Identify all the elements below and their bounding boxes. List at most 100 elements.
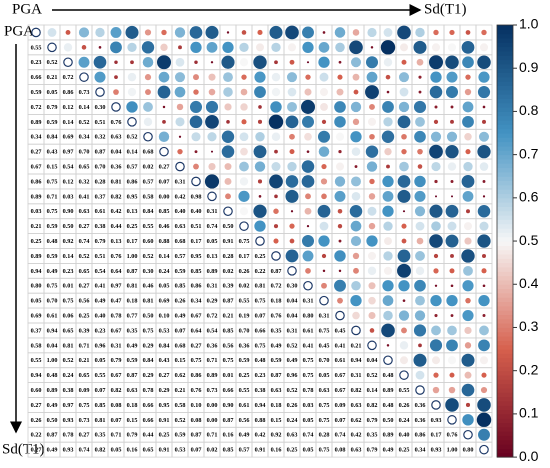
value-label: 0.36 — [111, 163, 122, 170]
corr-circle — [350, 235, 362, 247]
value-label: 0.81 — [95, 417, 106, 424]
value-label: 0.00 — [159, 193, 170, 200]
corr-circle — [477, 145, 491, 159]
value-label: 0.31 — [287, 327, 298, 334]
value-label: 0.90 — [63, 208, 74, 215]
corr-circle — [397, 115, 411, 129]
cell — [91, 84, 109, 100]
corr-circle — [462, 115, 474, 128]
colorbar-step — [497, 50, 513, 56]
corr-circle — [464, 342, 472, 349]
cell — [187, 173, 205, 190]
value-label: 0.93 — [63, 447, 74, 454]
corr-circle — [417, 148, 423, 155]
value-label: 0.85 — [95, 402, 106, 409]
corr-circle — [240, 88, 248, 96]
value-label: 0.61 — [303, 327, 314, 334]
corr-circle — [429, 234, 443, 248]
corr-circle — [255, 132, 265, 142]
value-label: 0.17 — [191, 238, 202, 245]
corr-circle — [239, 132, 249, 142]
value-label: 0.61 — [335, 357, 346, 364]
value-label: 0.82 — [351, 387, 362, 394]
value-label: 0.07 — [111, 417, 122, 424]
corr-circle — [445, 86, 459, 99]
value-label: 0.66 — [223, 387, 234, 394]
value-label: 0.49 — [175, 312, 186, 319]
value-label: 0.89 — [383, 387, 394, 394]
corr-circle — [211, 150, 213, 153]
corr-circle — [174, 72, 186, 83]
corr-circle — [401, 238, 407, 244]
value-label: 0.48 — [47, 372, 58, 379]
corr-circle — [349, 40, 363, 55]
corr-circle — [415, 251, 425, 261]
corr-circle — [463, 222, 473, 231]
value-label: 0.24 — [399, 417, 410, 424]
corr-circle — [226, 31, 230, 34]
cell — [75, 69, 93, 85]
value-label: 0.29 — [143, 342, 154, 349]
corr-circle — [366, 161, 378, 172]
corr-circle — [445, 204, 459, 218]
value-label: 0.14 — [367, 387, 378, 394]
cell — [299, 277, 317, 294]
value-label: 0.69 — [31, 312, 42, 319]
value-label: 0.78 — [63, 432, 74, 439]
value-label: 0.12 — [63, 104, 74, 111]
value-label: 0.79 — [47, 104, 58, 111]
value-label: 0.41 — [303, 342, 314, 349]
cell — [443, 411, 461, 428]
value-label: 0.00 — [207, 417, 218, 424]
corr-circle — [318, 42, 330, 53]
corr-circle — [481, 372, 487, 378]
corr-circle — [402, 210, 406, 213]
colorbar-step — [497, 171, 513, 177]
corr-circle — [289, 223, 295, 229]
corr-circle — [319, 221, 329, 231]
value-label: 0.04 — [287, 312, 298, 319]
colorbar-step — [497, 452, 513, 458]
colorbar-step — [497, 383, 513, 389]
colorbar-step — [497, 141, 513, 147]
cell — [315, 292, 333, 309]
corr-circle — [302, 26, 314, 39]
value-label: 0.49 — [383, 447, 394, 454]
corr-circle — [269, 25, 283, 39]
corr-circle — [451, 195, 453, 198]
value-label: 0.91 — [223, 238, 234, 245]
corr-circle — [274, 60, 278, 65]
corr-circle — [482, 253, 486, 258]
corr-circle — [435, 195, 437, 198]
value-label: 0.94 — [351, 357, 362, 364]
corr-circle — [464, 371, 472, 379]
value-label: 1.00 — [447, 447, 458, 454]
corr-circle — [446, 71, 458, 83]
value-label: 0.18 — [271, 298, 282, 305]
value-label: 0.87 — [223, 298, 234, 305]
corr-circle — [445, 55, 459, 70]
value-label: 0.27 — [31, 447, 42, 454]
corr-circle — [366, 71, 378, 83]
value-label: 0.67 — [335, 387, 346, 394]
value-label: 0.63 — [351, 402, 362, 409]
corr-circle — [285, 189, 299, 203]
value-label: 0.40 — [175, 208, 186, 215]
value-label: 0.32 — [79, 178, 90, 185]
corr-circle — [304, 88, 312, 96]
value-label: 0.49 — [47, 402, 58, 409]
value-label: 0.68 — [143, 149, 154, 156]
corr-circle — [226, 120, 230, 124]
colorbar-step — [497, 357, 513, 363]
value-label: 0.59 — [47, 223, 58, 230]
value-label: 0.16 — [271, 447, 282, 454]
corr-circle — [383, 221, 393, 231]
colorbar-step — [497, 115, 513, 121]
corr-circle — [415, 27, 425, 38]
value-label: 0.50 — [383, 417, 394, 424]
corr-circle — [208, 162, 216, 171]
corr-circle — [127, 87, 137, 97]
value-label: 0.40 — [95, 312, 106, 319]
value-label: 0.75 — [223, 357, 234, 364]
